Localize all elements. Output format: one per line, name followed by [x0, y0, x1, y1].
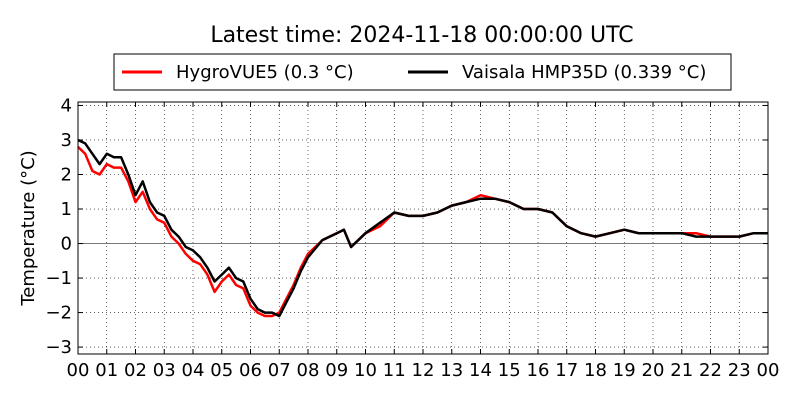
x-tick-label: 00 — [757, 360, 780, 381]
y-tick-label: 2 — [61, 164, 72, 185]
chart-title: Latest time: 2024-11-18 00:00:00 UTC — [210, 23, 633, 48]
y-tick-label: −2 — [45, 303, 72, 324]
x-tick-label: 06 — [239, 360, 262, 381]
y-tick-label: −1 — [45, 268, 72, 289]
x-tick-label: 00 — [67, 360, 90, 381]
x-tick-label: 18 — [584, 360, 607, 381]
legend: HygroVUE5 (0.3 °C) Vaisala HMP35D (0.339… — [113, 53, 732, 91]
x-tick-label: 12 — [412, 360, 435, 381]
x-tick-label: 04 — [182, 360, 205, 381]
x-tick-label: 23 — [728, 360, 751, 381]
x-tick-label: 19 — [613, 360, 636, 381]
y-axis: −3 −2 −1 0 1 2 3 4 — [45, 95, 768, 358]
x-tick-label: 09 — [325, 360, 348, 381]
x-tick-label: 03 — [153, 360, 176, 381]
x-tick-label: 14 — [469, 360, 492, 381]
x-tick-label: 20 — [642, 360, 665, 381]
x-tick-label: 22 — [699, 360, 722, 381]
x-tick-label: 02 — [124, 360, 147, 381]
x-tick-label: 15 — [498, 360, 521, 381]
y-tick-label: 1 — [61, 199, 72, 220]
series-line-vaisala — [77, 138, 768, 318]
legend-label-vaisala: Vaisala HMP35D (0.339 °C) — [462, 62, 706, 83]
y-tick-label: −3 — [45, 337, 72, 358]
y-tick-label: 4 — [61, 95, 72, 116]
x-axis: 00 01 02 03 04 05 06 07 08 09 10 11 12 13 14 15 16 17 18 19… — [67, 102, 780, 381]
legend-label-hygrovue5: HygroVUE5 (0.3 °C) — [176, 62, 354, 83]
x-tick-label: 11 — [383, 360, 406, 381]
x-tick-label: 16 — [527, 360, 550, 381]
x-tick-label: 17 — [555, 360, 578, 381]
series-layer — [77, 138, 768, 318]
x-tick-label: 01 — [95, 360, 118, 381]
x-tick-label: 13 — [440, 360, 463, 381]
x-tick-label: 05 — [210, 360, 233, 381]
y-tick-label: 0 — [61, 234, 72, 255]
x-tick-label: 08 — [297, 360, 320, 381]
y-tick-label: 3 — [61, 130, 72, 151]
x-tick-label: 10 — [354, 360, 377, 381]
y-axis-label: Temperature (°C) — [18, 150, 39, 306]
x-tick-label: 07 — [268, 360, 291, 381]
x-tick-label: 21 — [670, 360, 693, 381]
grid — [78, 102, 768, 354]
